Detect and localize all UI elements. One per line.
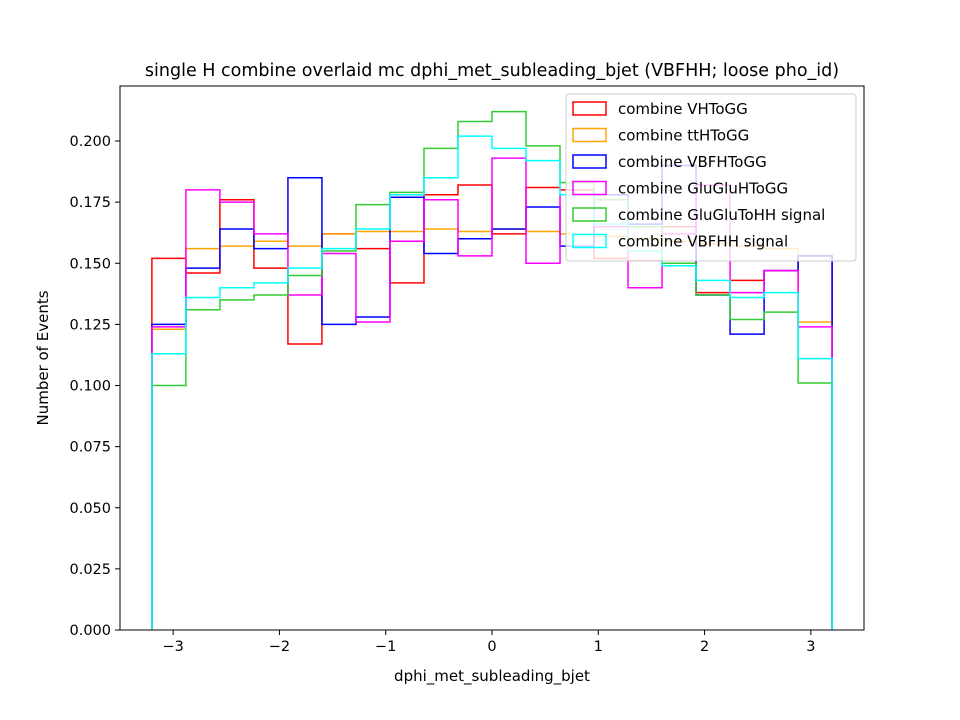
histogram-series	[151, 110, 833, 630]
legend-swatch-3	[572, 180, 607, 196]
legend-swatch-4	[572, 207, 607, 222]
legend-label-5: combine VBFHH signal	[618, 233, 788, 251]
y-tick-label: 0.000	[69, 623, 111, 639]
axes: −3 −2 −1 0 1 2 3 0.000 0.025 0.050 0.075 0.100 0.125…	[69, 134, 815, 655]
y-tick-label: 0.150	[69, 256, 111, 272]
legend-swatch-0	[572, 101, 607, 116]
chart-title: single H combine overlaid mc dphi_met_su…	[145, 61, 839, 81]
y-tick-label: 0.125	[69, 317, 111, 333]
y-tick-label: 0.075	[69, 440, 111, 456]
x-axis-label: dphi_met_subleading_bjet	[394, 667, 590, 686]
series-5-step-line	[151, 135, 833, 630]
x-tick-label: −1	[375, 639, 396, 655]
x-tick-label: 1	[594, 639, 603, 655]
legend: combine VHToGG combine ttHToGG combine VBF…	[565, 93, 857, 262]
x-tick-label: 2	[700, 639, 709, 655]
legend-swatch-2	[572, 154, 607, 169]
legend-label-1: combine ttHToGG	[618, 127, 749, 145]
y-tick-label: 0.100	[69, 379, 111, 395]
series-4-step-line	[151, 110, 833, 630]
plot-frame	[119, 85, 865, 631]
x-tick-label: 0	[487, 639, 496, 655]
legend-box	[565, 93, 857, 262]
legend-label-3: combine GluGluHToGG	[618, 180, 788, 198]
y-tick-label: 0.050	[69, 501, 111, 517]
y-tick-label: 0.025	[69, 562, 111, 578]
y-axis-label: Number of Events	[34, 290, 52, 425]
legend-label-0: combine VHToGG	[618, 100, 748, 118]
x-tick-label: −2	[269, 639, 290, 655]
x-tick-label: 3	[806, 639, 815, 655]
legend-swatch-5	[572, 233, 607, 249]
legend-label-2: combine VBFHToGG	[618, 153, 767, 171]
y-tick-label: 0.200	[69, 134, 111, 150]
legend-label-4: combine GluGluToHH signal	[618, 206, 825, 224]
y-tick-label: 0.175	[69, 195, 111, 211]
legend-swatch-1	[572, 127, 607, 143]
x-tick-label: −3	[162, 639, 183, 655]
